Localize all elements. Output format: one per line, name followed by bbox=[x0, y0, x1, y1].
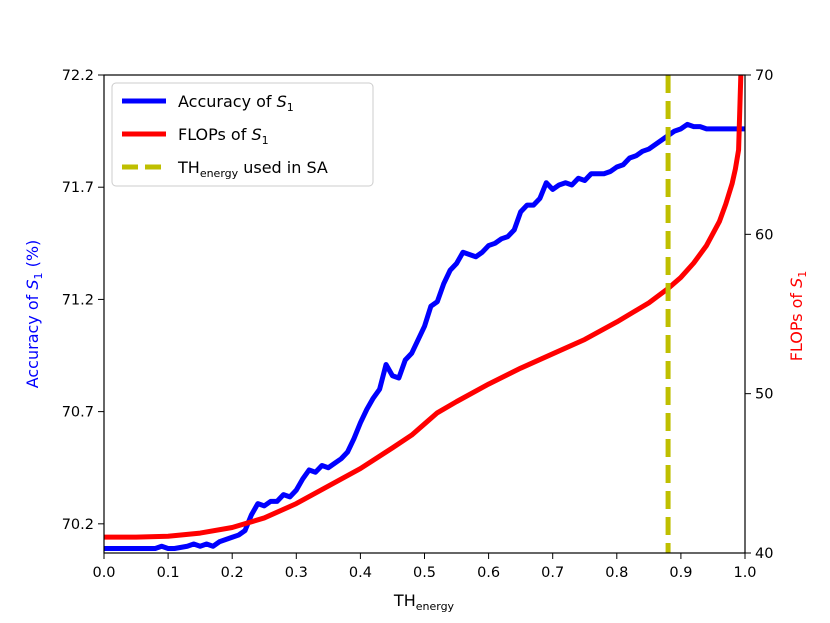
plot-frame bbox=[103, 74, 746, 554]
left-tick-label: 70.2 bbox=[62, 517, 94, 533]
legend-label: THenergy used in SA bbox=[177, 158, 328, 180]
legend-box bbox=[111, 82, 374, 187]
left-tick-label: 70.7 bbox=[62, 405, 94, 421]
legend-label: FLOPs of S1 bbox=[178, 125, 269, 147]
x-tick-label: 0.3 bbox=[285, 565, 308, 581]
legend: Accuracy of S1 FLOPs of S1 THenergy used i… bbox=[111, 82, 374, 187]
legend-label: Accuracy of S1 bbox=[178, 92, 294, 114]
x-tick-label: 0.2 bbox=[221, 565, 244, 581]
right-tick-label: 50 bbox=[755, 387, 773, 403]
x-tick-label: 0.7 bbox=[541, 565, 564, 581]
x-tick-label: 0.4 bbox=[349, 565, 372, 581]
x-tick-label: 0.9 bbox=[669, 565, 692, 581]
left-tick-label: 71.7 bbox=[62, 180, 94, 196]
accuracy-series-line bbox=[104, 121, 745, 552]
plot-area bbox=[104, 75, 745, 553]
x-tick-label: 0.6 bbox=[477, 565, 500, 581]
left-tick-label: 71.2 bbox=[62, 292, 94, 308]
x-axis-label: THenergy bbox=[393, 591, 455, 613]
right-axis-label: FLOPs of S1 bbox=[787, 271, 809, 362]
left-axis-ticks: 70.2 70.7 71.2 71.7 72.2 bbox=[62, 68, 104, 533]
flops-series-line bbox=[104, 75, 744, 540]
x-tick-label: 0.1 bbox=[157, 565, 180, 581]
left-axis-label: Accuracy of S1 (%) bbox=[23, 240, 45, 389]
x-tick-label: 0.5 bbox=[413, 565, 436, 581]
right-tick-label: 40 bbox=[755, 546, 773, 562]
right-tick-label: 60 bbox=[755, 227, 773, 243]
x-tick-label: 1.0 bbox=[733, 565, 756, 581]
right-axis-ticks: 40 50 60 70 bbox=[745, 68, 773, 562]
x-tick-label: 0.0 bbox=[92, 565, 115, 581]
right-tick-label: 70 bbox=[755, 68, 773, 84]
x-axis-ticks: 0.0 0.1 0.2 0.3 0.4 0.5 0.6 0.7 0.8 0.9 1.0 bbox=[92, 553, 757, 581]
x-tick-label: 0.8 bbox=[605, 565, 628, 581]
left-tick-label: 72.2 bbox=[62, 68, 94, 84]
